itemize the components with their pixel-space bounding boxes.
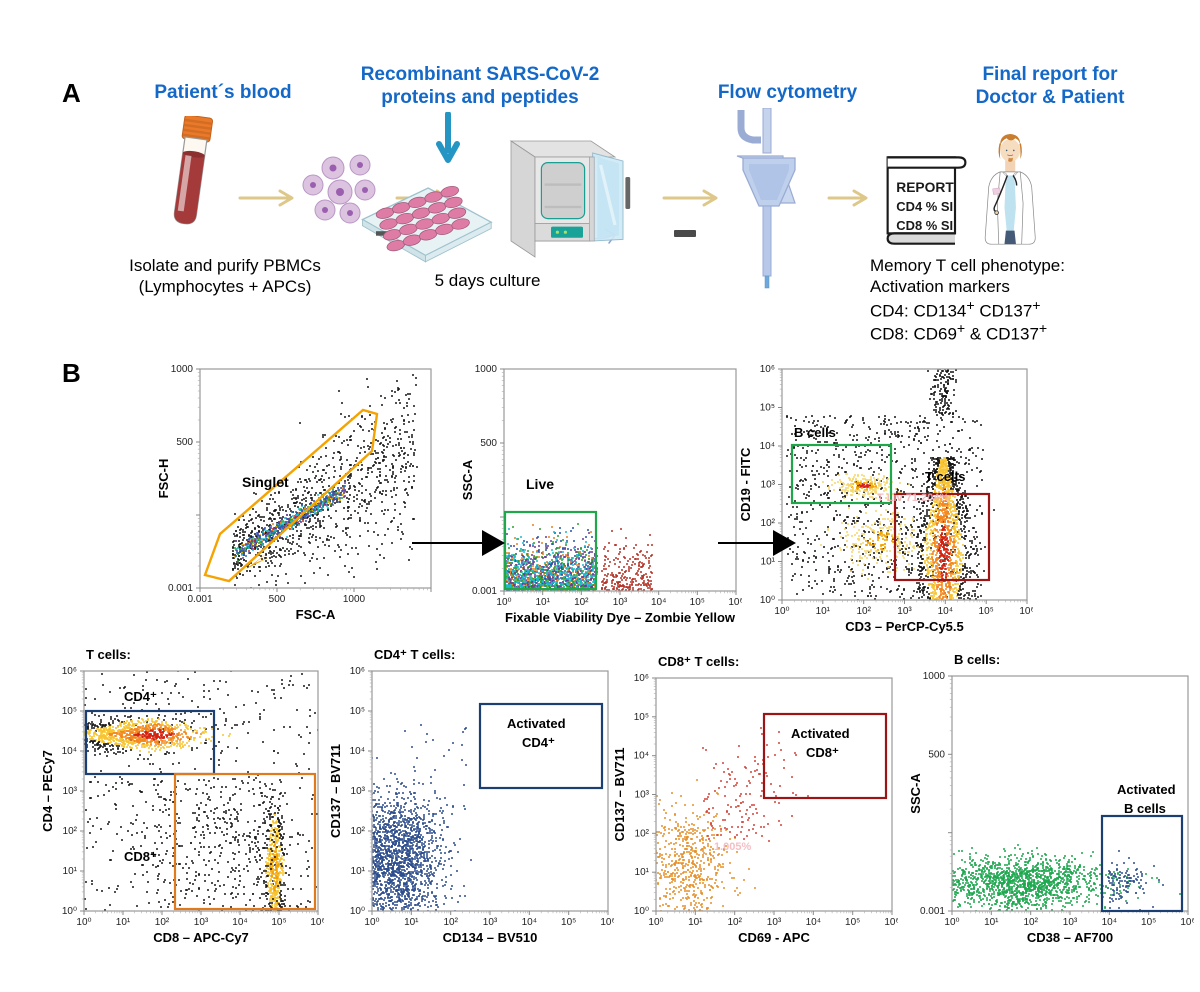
svg-text:1000: 1000: [171, 364, 194, 375]
svg-text:10⁴: 10⁴: [651, 597, 666, 608]
svg-text:1000: 1000: [343, 594, 366, 605]
svg-text:SSC-A: SSC-A: [460, 459, 475, 500]
svg-text:0.001: 0.001: [472, 586, 497, 597]
svg-text:10⁵: 10⁵: [690, 597, 705, 608]
svg-text:0.001: 0.001: [187, 594, 212, 605]
svg-text:CD8 % SI: CD8 % SI: [896, 218, 953, 233]
svg-text:500: 500: [176, 437, 193, 448]
svg-text:FSC-A: FSC-A: [296, 607, 336, 622]
svg-text:1000: 1000: [475, 364, 498, 375]
svg-text:Singlet: Singlet: [242, 474, 289, 490]
svg-text:10¹: 10¹: [535, 597, 550, 608]
svg-text:CD4 % SI: CD4 % SI: [896, 199, 953, 214]
svg-text:Live: Live: [526, 476, 554, 492]
svg-text:10²: 10²: [574, 597, 589, 608]
svg-text:10³: 10³: [613, 597, 628, 608]
svg-text:500: 500: [269, 594, 286, 605]
svg-text:0.001: 0.001: [168, 583, 193, 594]
svg-text:FSC-H: FSC-H: [156, 459, 171, 499]
svg-text:Fixable Viability Dye – Zombie: Fixable Viability Dye – Zombie Yellow: [505, 610, 736, 625]
svg-text:500: 500: [480, 438, 497, 449]
svg-text:REPORT: REPORT: [896, 179, 954, 195]
svg-text:10⁰: 10⁰: [496, 597, 511, 608]
